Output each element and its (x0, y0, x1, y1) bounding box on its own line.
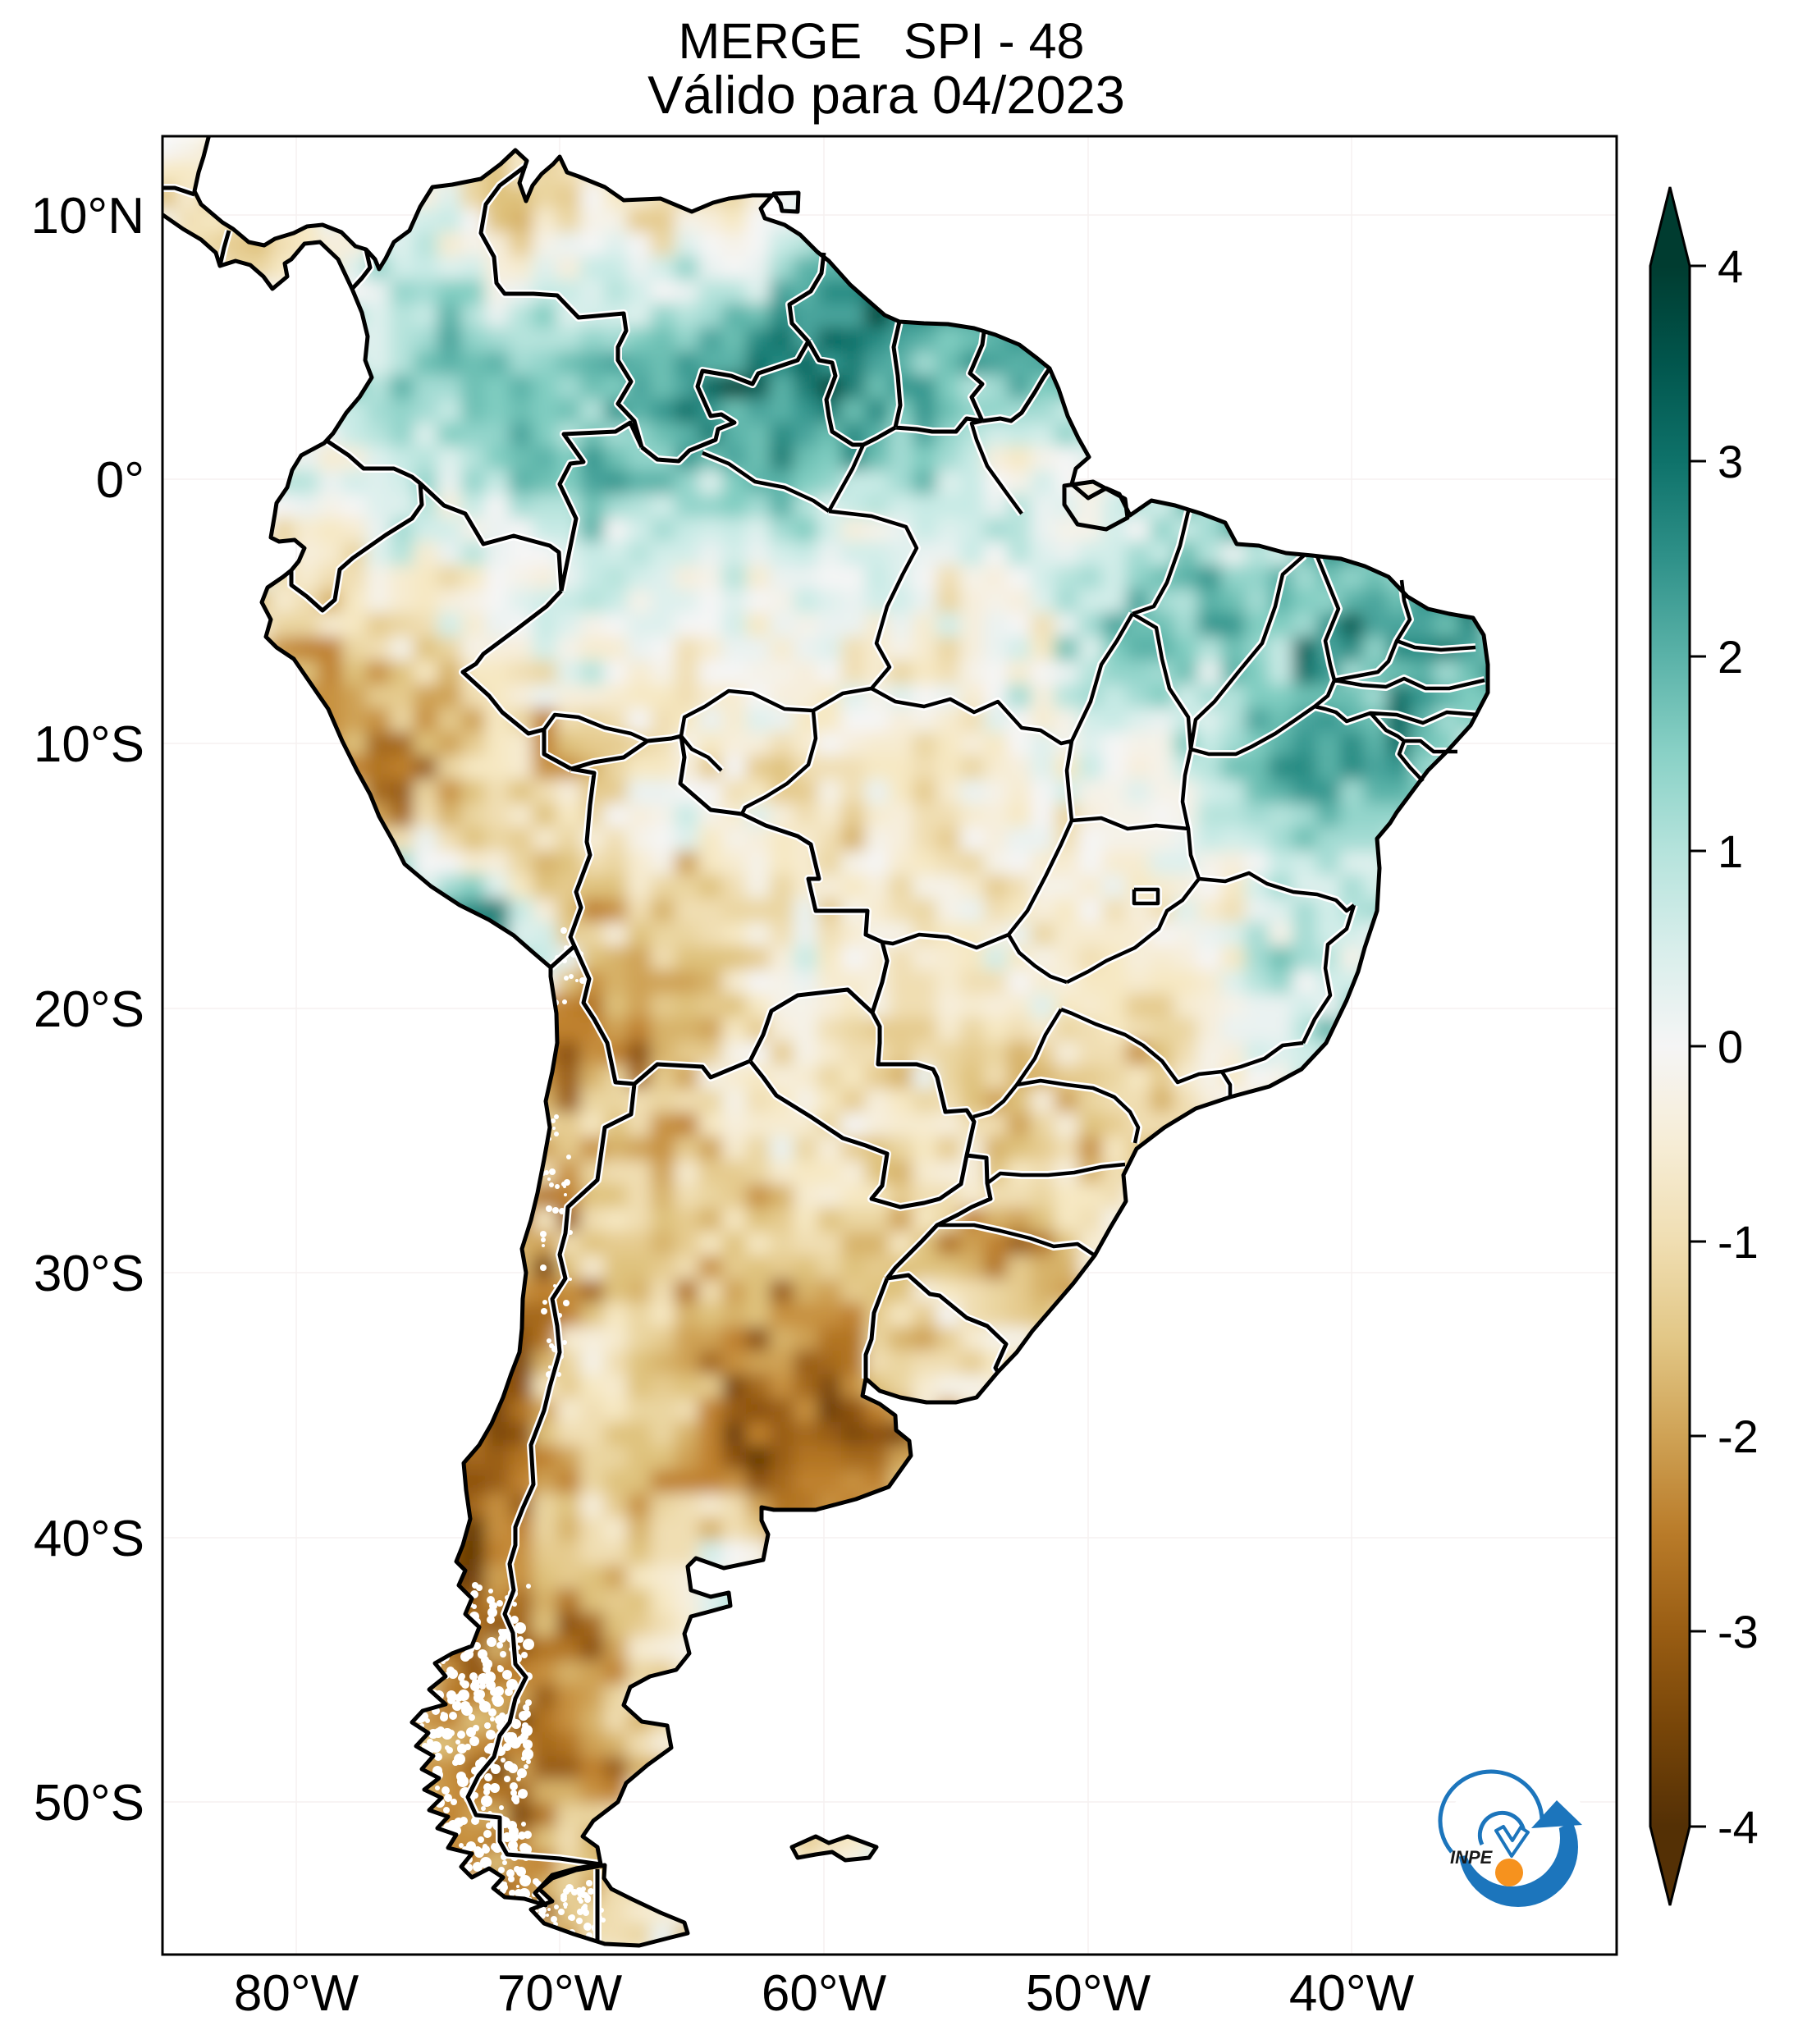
svg-text:10°N: 10°N (30, 188, 144, 245)
svg-text:10°S: 10°S (34, 716, 144, 773)
svg-text:0: 0 (1718, 1021, 1743, 1072)
svg-text:50°S: 50°S (34, 1775, 144, 1831)
svg-text:-1: -1 (1718, 1216, 1759, 1268)
svg-text:-2: -2 (1718, 1411, 1759, 1462)
svg-text:40°S: 40°S (34, 1511, 144, 1567)
svg-text:-3: -3 (1718, 1606, 1759, 1658)
svg-text:0°: 0° (96, 452, 144, 509)
svg-text:-4: -4 (1718, 1801, 1759, 1853)
svg-text:1: 1 (1718, 825, 1743, 877)
svg-text:20°S: 20°S (34, 981, 144, 1038)
svg-text:3: 3 (1718, 436, 1743, 487)
svg-text:60°W: 60°W (762, 1965, 887, 2022)
svg-text:MERGE SPI - 48: MERGE SPI - 48 (679, 13, 1085, 69)
svg-text:4: 4 (1718, 240, 1743, 292)
svg-text:80°W: 80°W (234, 1965, 359, 2022)
svg-text:30°S: 30°S (34, 1246, 144, 1302)
svg-text:2: 2 (1718, 631, 1743, 683)
svg-text:Válido para 04/2023: Válido para 04/2023 (647, 65, 1125, 125)
svg-text:50°W: 50°W (1026, 1965, 1151, 2022)
svg-text:INPE: INPE (1450, 1847, 1494, 1868)
svg-text:70°W: 70°W (497, 1965, 623, 2022)
svg-text:40°W: 40°W (1289, 1965, 1415, 2022)
